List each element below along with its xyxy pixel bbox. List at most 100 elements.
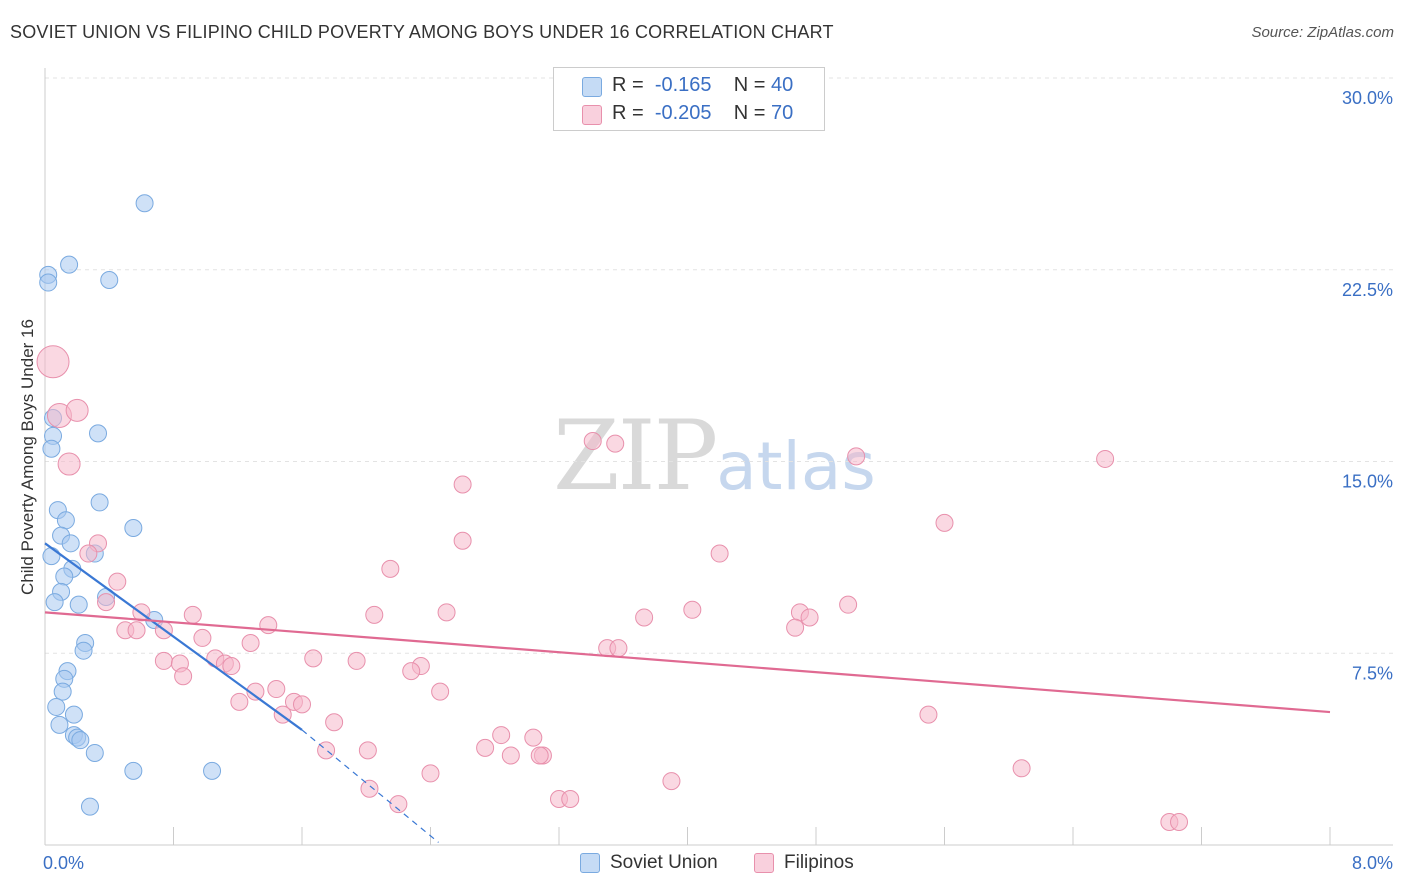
legend-row-soviet-union: R = -0.165 N = 40 [554, 72, 824, 100]
point-filipinos [847, 447, 866, 466]
chart-title: SOVIET UNION VS FILIPINO CHILD POVERTY A… [10, 22, 834, 42]
correlation-legend: R = -0.165 N = 40 R = -0.205 N = 70 [553, 67, 825, 131]
point-filipinos [57, 452, 81, 476]
series-label-filipinos: Filipinos [784, 852, 854, 873]
trend-filipinos [44, 611, 1331, 714]
point-filipinos [786, 618, 805, 637]
legend-n-label: N = [733, 74, 766, 96]
point-filipinos [561, 789, 580, 808]
point-soviet-union [89, 424, 108, 443]
point-soviet-union [56, 511, 75, 530]
point-filipinos [222, 657, 241, 676]
point-soviet-union [61, 534, 80, 553]
point-filipinos [65, 398, 89, 422]
watermark: ZIPatlas [553, 400, 876, 512]
point-filipinos [402, 662, 421, 681]
point-filipinos [583, 432, 602, 451]
x-tick-label: 0.0% [43, 853, 84, 873]
point-filipinos [453, 475, 472, 494]
point-filipinos [183, 605, 202, 624]
point-filipinos [710, 544, 729, 563]
point-soviet-union [60, 255, 79, 274]
point-filipinos [267, 680, 286, 699]
point-filipinos [358, 741, 377, 760]
point-filipinos [127, 621, 146, 640]
y-axis-label: Child Poverty Among Boys Under 16 [18, 319, 37, 595]
point-filipinos [635, 608, 654, 627]
y-tick-label: 22.5% [1342, 280, 1393, 300]
point-filipinos [935, 513, 954, 532]
point-filipinos [154, 651, 173, 670]
point-soviet-union [42, 439, 61, 458]
point-soviet-union [42, 547, 61, 566]
point-soviet-union [85, 743, 104, 762]
y-tick-label: 15.0% [1342, 472, 1393, 492]
point-filipinos [360, 779, 379, 798]
trend-lines [44, 542, 1331, 843]
point-soviet-union [55, 567, 74, 586]
point-soviet-union [100, 270, 119, 289]
point-soviet-union [53, 682, 72, 701]
legend-swatch-filipinos [582, 105, 602, 125]
point-soviet-union [39, 273, 58, 292]
series-swatch-soviet-union [580, 853, 600, 873]
tick-labels: 7.5% 15.0% 22.5% 30.0% 0.0% 8.0% Child Poverty… [18, 88, 1393, 873]
point-filipinos [1096, 449, 1115, 468]
point-filipinos [1170, 812, 1189, 831]
point-filipinos [325, 713, 344, 732]
legend-n-value: 70 [771, 102, 794, 124]
point-filipinos [453, 531, 472, 550]
point-filipinos [800, 608, 819, 627]
point-filipinos [97, 593, 116, 612]
point-filipinos [293, 695, 311, 714]
legend-r-value: -0.165 [654, 74, 712, 96]
point-filipinos [501, 746, 520, 765]
point-soviet-union [45, 593, 64, 612]
x-tick-label: 8.0% [1352, 853, 1393, 873]
point-filipinos [347, 651, 366, 670]
legend-r-value: -0.205 [654, 102, 712, 124]
point-soviet-union [203, 761, 222, 780]
watermark-atlas: atlas [716, 428, 876, 505]
point-filipinos [437, 603, 456, 622]
point-filipinos [1012, 759, 1031, 778]
point-filipinos [174, 667, 193, 686]
legend-r-label: R = [612, 74, 644, 96]
point-filipinos [381, 559, 400, 578]
point-soviet-union [135, 194, 154, 213]
legend-n-value: 40 [771, 74, 794, 96]
point-soviet-union [71, 731, 90, 750]
point-soviet-union [64, 705, 83, 724]
point-filipinos [108, 572, 127, 591]
point-filipinos [476, 738, 495, 757]
y-tick-label: 7.5% [1352, 663, 1393, 683]
point-filipinos [421, 764, 440, 783]
point-filipinos [36, 345, 70, 379]
series-swatch-filipinos [754, 853, 774, 873]
point-filipinos [919, 705, 938, 724]
point-soviet-union [50, 715, 69, 734]
point-filipinos [230, 692, 249, 711]
point-soviet-union [47, 697, 66, 716]
point-filipinos [839, 595, 858, 614]
trend-soviet-union-extension [301, 729, 439, 843]
point-filipinos [530, 746, 549, 765]
point-filipinos [524, 728, 543, 747]
point-filipinos [609, 639, 628, 658]
point-filipinos [246, 682, 265, 701]
trend-soviet-union [44, 542, 303, 731]
point-filipinos [365, 605, 384, 624]
watermark-zip: ZIP [553, 400, 718, 512]
point-soviet-union [74, 641, 93, 660]
source-label: Source: ZipAtlas.com [1251, 24, 1394, 41]
data-points [36, 194, 1189, 831]
legend-r-label: R = [612, 102, 644, 124]
point-filipinos [606, 434, 625, 453]
gridlines [45, 77, 1393, 654]
point-filipinos [79, 544, 98, 563]
legend-n-label: N = [733, 102, 766, 124]
point-filipinos [389, 795, 408, 814]
point-soviet-union [124, 761, 143, 780]
point-soviet-union [90, 493, 109, 512]
